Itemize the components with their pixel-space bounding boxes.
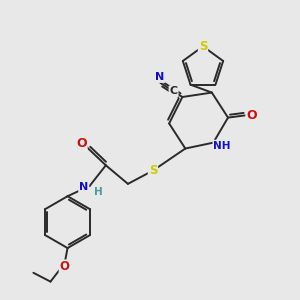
Text: O: O [76, 137, 87, 150]
Text: H: H [94, 188, 102, 197]
Text: S: S [199, 40, 207, 53]
Text: NH: NH [213, 141, 231, 151]
Text: C: C [169, 86, 178, 96]
Text: S: S [149, 164, 157, 177]
Text: N: N [79, 182, 88, 192]
Text: O: O [246, 109, 257, 122]
Text: N: N [155, 72, 164, 82]
Text: O: O [60, 260, 70, 273]
